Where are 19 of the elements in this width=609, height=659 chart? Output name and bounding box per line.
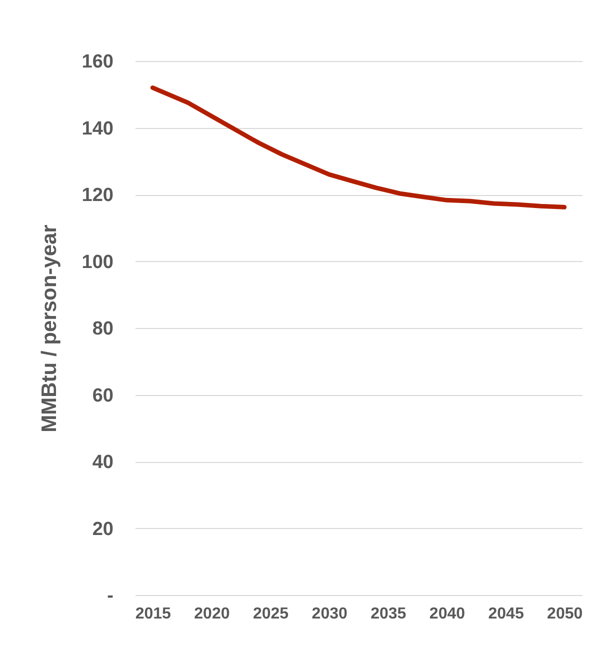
line-series [150,85,567,210]
x-tick-label: 2040 [429,606,466,622]
y-tick-label: 80 [92,318,114,340]
y-tick-label: 140 [82,118,114,140]
x-tick-label: 2035 [370,606,406,622]
y-tick-label: 20 [92,518,114,540]
y-tick-label: 120 [82,185,114,206]
x-tick-label: 2050 [547,606,583,622]
y-tick-label: 100 [82,252,114,273]
x-tick-label: 2045 [488,606,524,622]
y-tick-label: 60 [92,385,114,406]
x-tick-label: 2015 [135,606,172,622]
y-tick-label: - [107,586,114,606]
x-tick-label: 2030 [312,606,348,622]
y-axis-title: MMBtu / person-year [38,224,61,432]
y-tick-label: 40 [92,452,114,473]
y-tick-label: 160 [82,52,114,72]
x-tick-label: 2025 [252,606,289,622]
x-tick-label: 2020 [194,606,230,622]
